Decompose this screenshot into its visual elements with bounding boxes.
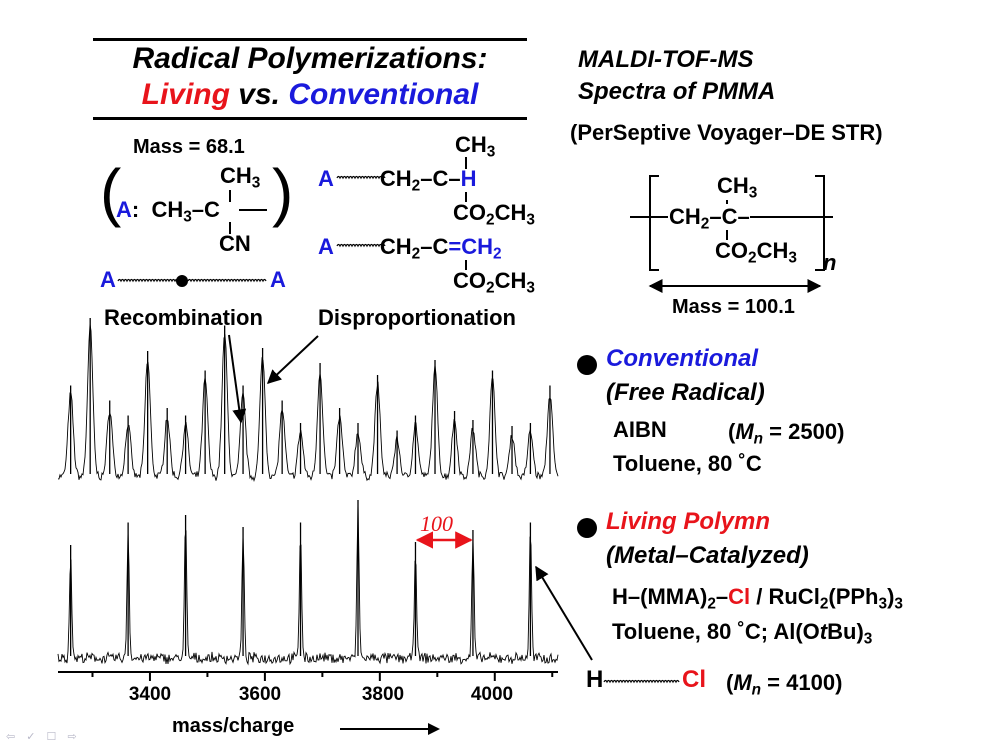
disproportionation-arrow: [266, 335, 319, 384]
living-end-wavy: [603, 679, 680, 684]
axis-layer: [58, 671, 558, 681]
disprop-row1: A CH2–C–H: [318, 166, 477, 195]
pmma-ester: CO2CH3: [715, 238, 797, 267]
conventional-initiator: AIBN: [613, 417, 667, 442]
recombination-label: Recombination: [104, 305, 263, 330]
maldi-subtitle: Spectra of PMMA: [578, 78, 776, 105]
recomb-a-right: A: [270, 267, 286, 292]
xlabel-arrow-shaft: [340, 728, 430, 730]
disprop-structures: CH3 A CH2–C–H CO2CH3 A CH2–C=CH2 CO2CH3: [315, 130, 565, 300]
title-top-rule: [93, 38, 527, 41]
disprop-row2: A CH2–C=CH2: [318, 234, 502, 263]
bracket-left: [649, 175, 659, 271]
recomb-a-left: A: [100, 267, 116, 292]
living-subtitle: (Metal–Catalyzed): [606, 542, 809, 569]
aibn-cn: CN: [219, 231, 251, 256]
tick-label-3800: 3800: [361, 684, 405, 705]
aibn-vbond-bottom: [229, 222, 231, 234]
disprop-wavy-2: [336, 243, 386, 248]
conventional-bullet: [577, 355, 597, 375]
spacing-label: 100: [420, 511, 453, 536]
aibn-structure: ( ) CH3 A: CH3–C CN: [100, 155, 295, 265]
living-end-cl: Cl: [682, 666, 706, 693]
pmma-backbone: CH2–C–: [669, 204, 750, 233]
disprop-vbond-2: [465, 192, 467, 202]
disprop-ester-2: CO2CH3: [453, 268, 535, 297]
disprop-ch3-top: CH3: [455, 132, 496, 161]
title-vs: vs.: [229, 78, 289, 111]
conventional-title: Conventional: [606, 345, 759, 372]
tick-label-4000: 4000: [470, 684, 514, 705]
aibn-mass: Mass = 68.1: [133, 136, 245, 158]
instrument-label: (PerSeptive Voyager–DE STR): [570, 120, 883, 145]
spectra-layer: [57, 318, 559, 666]
title-line1: Radical Polymerizations:: [132, 42, 488, 75]
disprop-vbond-1: [465, 157, 467, 169]
bracket-right: [815, 175, 825, 271]
disprop-ester-1: CO2CH3: [453, 200, 535, 229]
aibn-a-label: A: [116, 197, 132, 222]
conventional-subtitle: (Free Radical): [606, 379, 765, 406]
xlabel-arrow-head: [428, 723, 440, 735]
recomb-wavy-left: [117, 278, 179, 283]
pmma-n: n: [823, 250, 837, 275]
spectrum-trace-1: [57, 503, 559, 666]
recomb-wavy-right: [187, 278, 267, 283]
pmma-vbond-bottom: [726, 230, 728, 240]
aibn-hbond-right: [239, 209, 267, 211]
slide-nav-icons[interactable]: ⇦ ✓ ☐ ⇨: [6, 731, 81, 743]
living-mn: (Mn = 4100): [726, 670, 843, 699]
disprop-vbond-3: [465, 260, 467, 270]
aibn-vbond-top: [229, 190, 231, 202]
recombination-arrow: [228, 334, 247, 424]
living-peak-arrow: [535, 565, 593, 661]
pmma-mass: Mass = 100.1: [672, 296, 795, 318]
series-living: [57, 500, 559, 666]
living-title: Living Polymn: [606, 508, 771, 535]
tick-label-3400: 3400: [128, 684, 172, 705]
arrow-layer: [228, 279, 822, 661]
living-bullet: [577, 518, 597, 538]
living-conditions: Toluene, 80 ˚C; Al(OtBu)3: [612, 619, 873, 648]
aibn-row: A: CH3–C: [116, 197, 220, 226]
title-living: Living: [141, 78, 230, 111]
tick-label-3600: 3600: [238, 684, 282, 705]
wavy-chain-layer: [117, 175, 680, 684]
left-paren: (: [100, 156, 122, 228]
title-line2: Living vs. Conventional: [60, 78, 560, 112]
x-axis-title: mass/charge: [172, 715, 295, 737]
living-end-h: H: [586, 666, 604, 693]
title-bottom-rule: [93, 117, 527, 120]
spectrum-trace-0: [58, 324, 559, 482]
living-initiator: H–(MMA)2–Cl / RuCl2(PPh3)3: [612, 584, 903, 613]
recomb-dot: [176, 275, 188, 287]
title-conventional: Conventional: [288, 78, 479, 111]
pmma-ch3: CH3: [717, 173, 758, 202]
conventional-mn: (Mn = 2500): [728, 419, 845, 448]
maldi-title: MALDI-TOF-MS: [578, 46, 754, 73]
pmma-unit: CH3 CH2–C– CO2CH3 n: [625, 170, 855, 320]
aibn-ch3-top: CH3: [220, 163, 261, 192]
right-paren: ): [272, 156, 294, 228]
pmma-line-right: [733, 216, 833, 218]
disprop-wavy-1: [336, 175, 386, 180]
conventional-conditions: Toluene, 80 ˚C: [613, 451, 762, 476]
disproportionation-label: Disproportionation: [318, 305, 516, 330]
series-conventional: [58, 318, 559, 482]
pmma-line-left: [630, 216, 668, 218]
